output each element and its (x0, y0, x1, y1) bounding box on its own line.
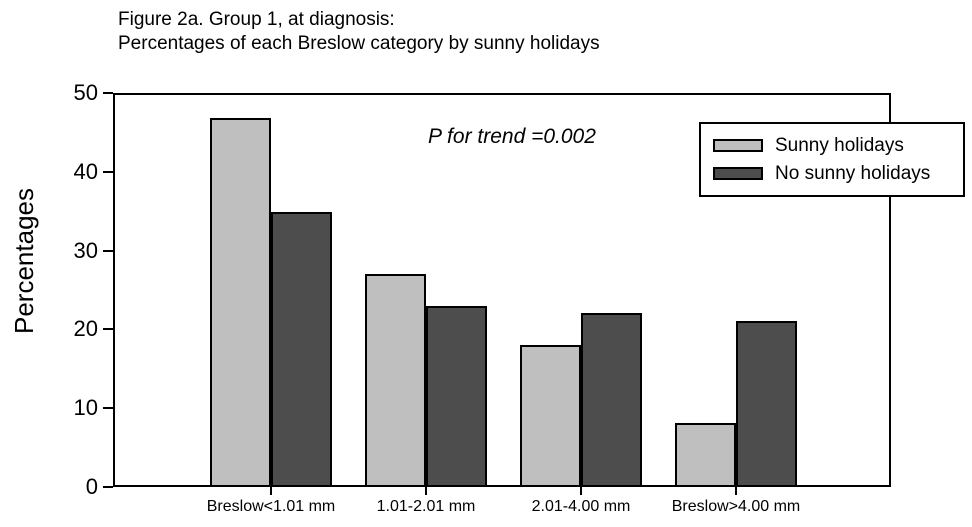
y-tick-30 (103, 250, 113, 252)
bar-sunny-holidays-3 (675, 423, 736, 485)
legend-label-sunny-holidays: Sunny holidays (775, 135, 904, 156)
y-axis-title: Percentages (9, 188, 39, 334)
legend: Sunny holidays No sunny holidays (699, 122, 965, 197)
bar-no-sunny-holidays-1 (426, 306, 487, 485)
x-tick-label-2: 2.01-4.00 mm (531, 498, 631, 515)
y-tick-10 (103, 407, 113, 409)
bar-no-sunny-holidays-2 (581, 313, 642, 485)
y-tick-label-0: 0 (85, 474, 98, 499)
chart-title: Figure 2a. Group 1, at diagnosis: Percen… (118, 8, 600, 56)
chart-title-line2: Percentages of each Breslow category by … (118, 33, 600, 54)
x-tick-3 (735, 487, 737, 495)
bar-sunny-holidays-0 (210, 118, 271, 485)
chart-title-line1: Figure 2a. Group 1, at diagnosis: (118, 9, 395, 30)
p-for-trend-annotation: P for trend =0.002 (428, 125, 596, 148)
legend-label-no-sunny-holidays: No sunny holidays (775, 163, 931, 184)
legend-swatch-icon-no-sunny-holidays (713, 167, 763, 180)
x-tick-0 (270, 487, 272, 495)
bar-no-sunny-holidays-0 (271, 212, 332, 485)
legend-item-no-sunny-holidays: No sunny holidays (713, 163, 963, 184)
x-tick-2 (580, 487, 582, 495)
x-tick-1 (425, 487, 427, 495)
y-tick-0 (103, 486, 113, 488)
bar-no-sunny-holidays-3 (736, 321, 797, 485)
legend-swatch-icon-sunny-holidays (713, 139, 763, 152)
y-tick-40 (103, 171, 113, 173)
x-tick-label-0: Breslow<1.01 mm (206, 498, 336, 515)
y-tick-20 (103, 328, 113, 330)
y-tick-label-40: 40 (73, 159, 98, 184)
y-tick-label-30: 30 (73, 238, 98, 263)
y-tick-label-20: 20 (73, 316, 98, 341)
y-tick-50 (103, 92, 113, 94)
bar-sunny-holidays-1 (365, 274, 426, 485)
y-tick-label-10: 10 (73, 395, 98, 420)
legend-item-sunny-holidays: Sunny holidays (713, 135, 963, 156)
x-tick-label-1: 1.01-2.01 mm (376, 498, 476, 515)
x-tick-label-3: Breslow>4.00 mm (671, 498, 801, 515)
bar-sunny-holidays-2 (520, 345, 581, 485)
y-tick-label-50: 50 (73, 80, 98, 105)
